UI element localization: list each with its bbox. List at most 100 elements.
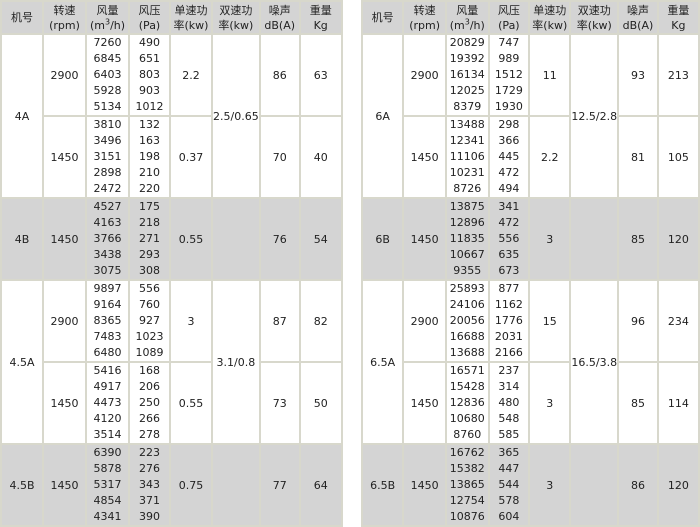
- table-row: 1450 3810 3496 3151 2898 2472 132 163 198 210 220 0…: [1, 115, 343, 199]
- weight-cell: 82: [298, 279, 343, 363]
- airflow-value: 11106: [449, 150, 485, 163]
- noise-cell: 73: [258, 361, 301, 445]
- pressure-value: 390: [139, 510, 160, 523]
- column-header: 单速功 率(kw): [169, 0, 213, 35]
- pressure-value: 2031: [494, 330, 523, 343]
- pressure-cell: 877 1162 1776 2031 2166: [487, 279, 531, 363]
- header-line2: Kg: [313, 18, 328, 32]
- model-cell: 6.5B: [360, 443, 405, 527]
- pressure-value: 472: [498, 166, 520, 179]
- pressure-value: 1776: [494, 314, 523, 327]
- rpm-cell: 1450: [402, 197, 447, 281]
- superscript-3: 3: [104, 16, 111, 26]
- header-line1: 重量: [309, 3, 332, 17]
- pressure-value: 237: [498, 364, 520, 377]
- weight-cell: 64: [298, 443, 343, 527]
- airflow-value: 15382: [449, 462, 485, 475]
- pressure-cell: 223 276 343 371 390: [128, 443, 171, 527]
- airflow-value: 6403: [93, 68, 122, 81]
- column-header: 机号: [360, 0, 405, 35]
- header-line2: 率(kw): [173, 18, 209, 32]
- header-line1: 风量: [456, 3, 479, 17]
- airflow-value: 5317: [93, 478, 122, 491]
- table-row: 4B 1450 4527 4163 3766 3438 3075 175 218 271 293 30…: [0, 197, 343, 281]
- pressure-cell: 175 218 271 293 308: [128, 197, 171, 281]
- pressure-value: 544: [498, 478, 520, 491]
- airflow-value: 12836: [449, 396, 485, 409]
- airflow-value: 6480: [93, 346, 122, 359]
- rpm-cell: 1450: [42, 361, 87, 445]
- pressure-value: 604: [498, 510, 520, 523]
- airflow-value: 15428: [449, 380, 485, 393]
- noise-cell: 85: [617, 361, 659, 445]
- airflow-value: 3514: [93, 428, 122, 441]
- dual-power-cell: [211, 197, 261, 281]
- noise-cell: 87: [258, 279, 301, 363]
- airflow-value: 4854: [93, 494, 122, 507]
- rpm-cell: 1450: [402, 115, 447, 199]
- dual-power-cell: 2.5/0.65: [211, 33, 261, 199]
- noise-cell: 85: [617, 197, 659, 281]
- header-line2: dB(A): [264, 18, 296, 32]
- airflow-value: 16134: [449, 68, 485, 81]
- rpm-cell: 2900: [42, 33, 87, 117]
- pressure-value: 1012: [135, 100, 164, 113]
- fan-spec-table-left: 机号 转速 (rpm) 风量 (m3/h) 风压 (Pa) 单速功 率(kw) 双速功 率(kw) 噪…: [0, 0, 343, 527]
- pressure-value: 1512: [494, 68, 523, 81]
- airflow-value: 4527: [93, 200, 122, 213]
- header-line2: (m3/h): [89, 16, 126, 32]
- rpm-cell: 2900: [42, 279, 87, 363]
- header-row: 机号 转速 (rpm) 风量 (m3/h) 风压 (Pa) 单速功 率(kw) 双速功 率(kw) 噪…: [360, 0, 700, 35]
- pressure-value: 578: [498, 494, 520, 507]
- model-cell: 4.5B: [0, 443, 44, 527]
- pressure-value: 341: [498, 200, 520, 213]
- pressure-value: 220: [139, 182, 160, 195]
- airflow-value: 3810: [93, 118, 122, 131]
- table-row: 6B 1450 13875 12896 11835 10667 9355 341 472 556 6…: [360, 197, 700, 281]
- column-header: 噪声 dB(A): [617, 0, 659, 35]
- airflow-value: 10680: [449, 412, 485, 425]
- table-row: 4.5B 1450 6390 5878 5317 4854 4341 223 276 343 371…: [0, 443, 343, 527]
- fan-spec-table-right: 机号 转速 (rpm) 风量 (m3/h) 风压 (Pa) 单速功 率(kw) 双速功 率(kw) 噪…: [360, 0, 700, 527]
- pressure-value: 266: [139, 412, 160, 425]
- airflow-value: 3438: [93, 248, 122, 261]
- header-line2: Kg: [671, 18, 686, 32]
- pressure-cell: 341 472 556 635 673: [487, 197, 531, 281]
- airflow-value: 3151: [93, 150, 122, 163]
- superscript-3: 3: [464, 16, 470, 26]
- rpm-cell: 2900: [402, 279, 447, 363]
- rpm-cell: 1450: [402, 443, 447, 527]
- single-power-cell: 3: [528, 443, 572, 527]
- pressure-value: 447: [498, 462, 520, 475]
- pressure-value: 1930: [494, 100, 523, 113]
- airflow-value: 12896: [449, 216, 485, 229]
- pressure-value: 163: [139, 134, 160, 147]
- noise-cell: 96: [617, 279, 659, 363]
- noise-cell: 81: [617, 115, 659, 199]
- airflow-value: 24106: [449, 298, 485, 311]
- pressure-value: 2166: [494, 346, 523, 359]
- airflow-cell: 5416 4917 4473 4120 3514: [85, 361, 130, 445]
- column-header: 重量 Kg: [298, 0, 343, 35]
- pressure-value: 556: [498, 232, 520, 245]
- table-row: 6A 2900 20829 19392 16134 12025 8379 747 989 1512…: [360, 33, 700, 199]
- column-header: 风压 (Pa): [128, 0, 171, 35]
- header-line2: 率(kw): [532, 18, 568, 32]
- column-header: 双速功 率(kw): [211, 0, 261, 35]
- airflow-value: 13488: [449, 118, 485, 131]
- airflow-value: 6390: [93, 446, 122, 459]
- noise-cell: 70: [258, 115, 301, 199]
- noise-cell: 76: [258, 197, 301, 281]
- airflow-value: 19392: [449, 52, 485, 65]
- table-row: 1450 5416 4917 4473 4120 3514 168 206 250 266 278 0…: [1, 361, 343, 445]
- pressure-value: 210: [139, 166, 160, 179]
- airflow-value: 7483: [93, 330, 122, 343]
- header-line1: 噪声: [268, 3, 291, 17]
- airflow-value: 9897: [93, 282, 122, 295]
- weight-cell: 120: [656, 197, 700, 281]
- column-header: 单速功 率(kw): [528, 0, 572, 35]
- model-cell: 6A: [360, 33, 405, 199]
- pressure-value: 298: [498, 118, 520, 131]
- header-line1: 转速: [413, 3, 436, 17]
- pressure-value: 271: [139, 232, 160, 245]
